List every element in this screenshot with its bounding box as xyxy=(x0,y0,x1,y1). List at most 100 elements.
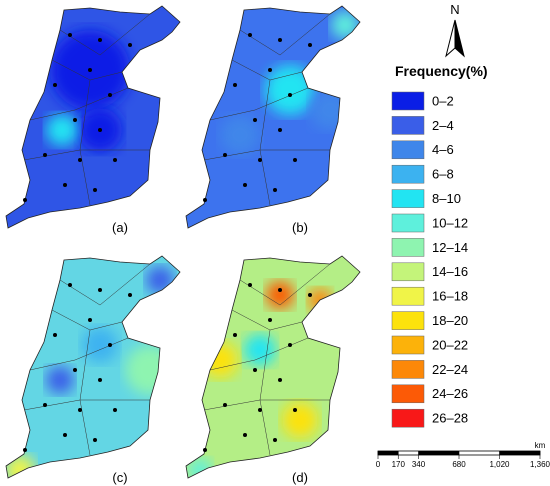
station xyxy=(63,183,67,187)
scale-label: 170 xyxy=(392,460,406,469)
station xyxy=(268,318,272,322)
legend-label: 4–6 xyxy=(432,142,454,157)
blob xyxy=(146,266,174,294)
station xyxy=(223,153,227,157)
legend-swatch xyxy=(391,164,425,184)
map-panel: (a) xyxy=(5,5,181,235)
map-fill xyxy=(186,6,360,228)
station xyxy=(233,83,237,87)
legend-swatch xyxy=(391,384,425,404)
boundary xyxy=(259,79,271,206)
legend-swatch xyxy=(391,286,425,306)
blob xyxy=(282,402,318,438)
panel-label: (c) xyxy=(112,470,127,485)
legend-label: 22–24 xyxy=(432,362,468,377)
legend-label: 18–20 xyxy=(432,313,468,328)
station xyxy=(278,288,282,292)
station xyxy=(68,33,72,37)
boundary xyxy=(259,329,271,456)
legend-label: 16–18 xyxy=(432,289,468,304)
station xyxy=(53,83,57,87)
station xyxy=(288,343,292,347)
blob xyxy=(82,327,118,363)
boundary xyxy=(239,13,331,56)
station xyxy=(243,183,247,187)
station xyxy=(243,433,247,437)
north-arrow: N xyxy=(445,2,465,58)
legend-swatch xyxy=(391,238,425,257)
legend-swatch xyxy=(391,116,425,135)
legend-label: 6–8 xyxy=(432,167,454,182)
scale-segment xyxy=(378,451,399,455)
scale-label: 1,360 xyxy=(530,460,550,469)
legend-swatch xyxy=(391,335,425,355)
station xyxy=(43,153,47,157)
legend-swatch xyxy=(391,311,425,330)
legend-label: 14–16 xyxy=(432,264,468,279)
legend-label: 0–2 xyxy=(432,93,454,108)
map-fill xyxy=(186,256,360,478)
blob xyxy=(46,366,74,394)
blob xyxy=(188,458,212,478)
panel-label: (d) xyxy=(292,470,308,485)
map-fill xyxy=(6,6,180,228)
station xyxy=(293,408,297,412)
station xyxy=(128,293,132,297)
blob xyxy=(331,11,359,39)
legend-swatch xyxy=(391,140,425,160)
station xyxy=(203,198,207,202)
blob xyxy=(265,65,315,115)
boundary xyxy=(59,263,151,306)
station xyxy=(128,43,132,47)
station xyxy=(73,368,77,372)
legend-title: Frequency(%) xyxy=(395,63,488,79)
blob xyxy=(125,345,175,395)
scale-label: 340 xyxy=(412,460,426,469)
station xyxy=(308,43,312,47)
boundary xyxy=(59,13,151,56)
blob xyxy=(46,114,78,146)
station xyxy=(278,128,282,132)
station xyxy=(278,38,282,42)
scale-label: 0 xyxy=(376,460,381,469)
station xyxy=(78,158,82,162)
station xyxy=(268,68,272,72)
legend-label: 8–10 xyxy=(432,191,461,206)
legend-label: 10–12 xyxy=(432,215,468,230)
scale-segment xyxy=(418,451,459,455)
station xyxy=(93,438,97,442)
station xyxy=(273,188,277,192)
legend-label: 2–4 xyxy=(432,118,454,133)
station xyxy=(73,118,77,122)
station xyxy=(98,288,102,292)
scale-label: 680 xyxy=(452,460,466,469)
legend-label: 20–22 xyxy=(432,337,468,352)
station xyxy=(113,158,117,162)
station xyxy=(53,333,57,337)
station xyxy=(108,343,112,347)
station xyxy=(108,93,112,97)
station xyxy=(88,318,92,322)
station xyxy=(293,158,297,162)
station xyxy=(258,158,262,162)
station xyxy=(253,368,257,372)
station xyxy=(308,293,312,297)
station xyxy=(288,93,292,97)
station xyxy=(43,403,47,407)
station xyxy=(253,118,257,122)
station xyxy=(98,38,102,42)
station xyxy=(23,198,27,202)
scale-unit: km xyxy=(535,441,546,450)
station xyxy=(78,408,82,412)
legend-label: 12–14 xyxy=(432,240,468,255)
blob xyxy=(244,334,276,366)
station xyxy=(93,188,97,192)
station xyxy=(248,33,252,37)
station xyxy=(113,408,117,412)
panel-label: (a) xyxy=(112,220,128,235)
map-panel: (b) xyxy=(185,5,361,235)
boundary xyxy=(79,329,91,456)
scale-label: 1,020 xyxy=(489,460,510,469)
station xyxy=(223,403,227,407)
